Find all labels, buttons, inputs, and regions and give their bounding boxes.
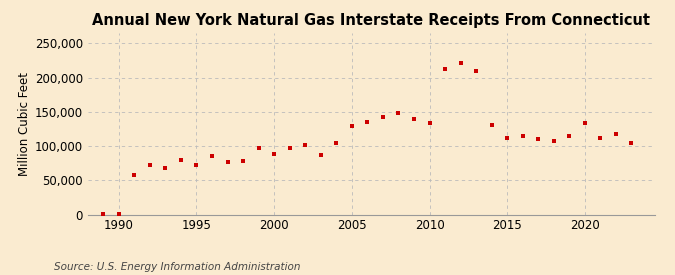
Point bbox=[439, 67, 450, 72]
Point bbox=[222, 160, 233, 165]
Point bbox=[315, 153, 326, 157]
Point bbox=[253, 146, 264, 150]
Point bbox=[533, 137, 543, 141]
Point bbox=[626, 140, 637, 145]
Point bbox=[470, 69, 481, 73]
Point bbox=[424, 121, 435, 126]
Point bbox=[300, 142, 310, 147]
Point bbox=[408, 116, 419, 121]
Point bbox=[331, 140, 342, 145]
Point bbox=[502, 136, 512, 140]
Y-axis label: Million Cubic Feet: Million Cubic Feet bbox=[18, 72, 30, 176]
Point bbox=[610, 132, 621, 137]
Point bbox=[98, 212, 109, 216]
Point bbox=[129, 173, 140, 177]
Point bbox=[362, 120, 373, 124]
Point bbox=[160, 166, 171, 170]
Point bbox=[191, 162, 202, 167]
Point bbox=[269, 151, 279, 156]
Point bbox=[579, 121, 590, 126]
Point bbox=[564, 134, 574, 138]
Point bbox=[548, 139, 559, 144]
Point bbox=[113, 212, 124, 216]
Point bbox=[517, 134, 528, 139]
Point bbox=[238, 159, 248, 163]
Title: Annual New York Natural Gas Interstate Receipts From Connecticut: Annual New York Natural Gas Interstate R… bbox=[92, 13, 650, 28]
Point bbox=[393, 111, 404, 115]
Point bbox=[176, 158, 186, 163]
Point bbox=[486, 123, 497, 127]
Point bbox=[595, 136, 605, 140]
Point bbox=[377, 114, 388, 119]
Point bbox=[207, 153, 217, 158]
Point bbox=[346, 124, 357, 128]
Text: Source: U.S. Energy Information Administration: Source: U.S. Energy Information Administ… bbox=[54, 262, 300, 272]
Point bbox=[144, 163, 155, 167]
Point bbox=[284, 146, 295, 150]
Point bbox=[455, 61, 466, 65]
